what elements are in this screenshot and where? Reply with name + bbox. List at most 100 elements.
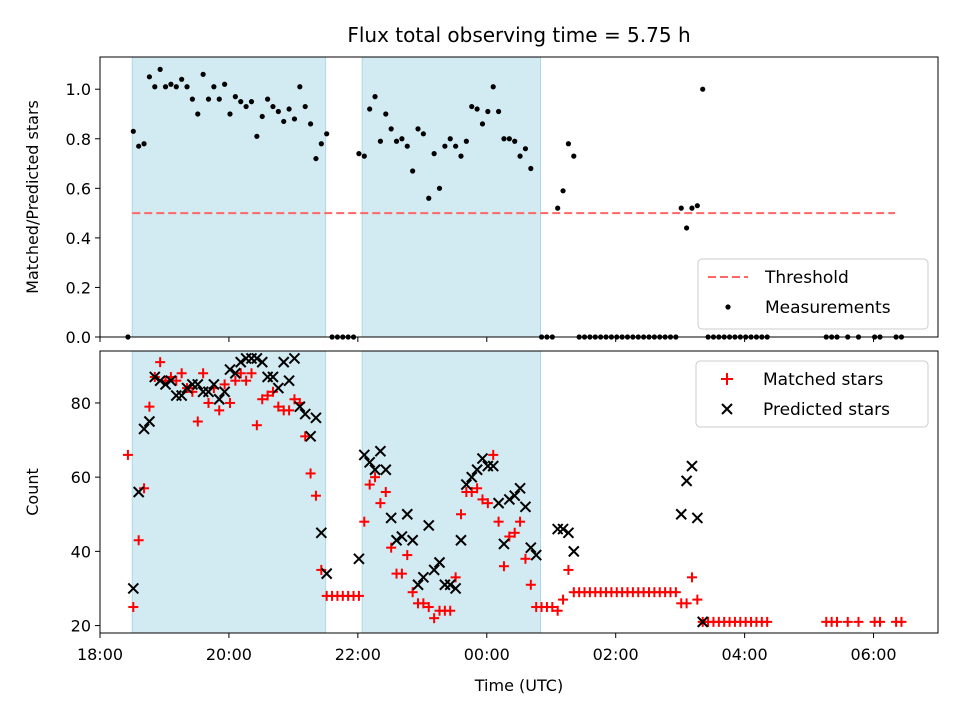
measurement-point — [474, 106, 480, 112]
legend-matched-swatch — [721, 373, 733, 385]
predicted-star-point — [283, 374, 295, 387]
measurement-point — [259, 113, 265, 120]
predicted-star-point — [149, 371, 161, 383]
predicted-star-point — [132, 486, 145, 498]
measurement-point — [146, 74, 153, 80]
predicted-star-point — [412, 579, 424, 591]
predicted-star-point — [417, 571, 430, 584]
measurement-point — [490, 84, 496, 90]
measurement-point — [393, 138, 400, 144]
measurement-point — [270, 103, 276, 110]
matched-star-point — [423, 602, 434, 613]
matched-star-point — [692, 594, 703, 605]
measurement-point — [678, 205, 684, 211]
measurement-point — [157, 66, 163, 72]
predicted-star-point — [374, 445, 387, 457]
matched-star-point — [364, 479, 375, 490]
measurement-point — [324, 131, 330, 137]
predicted-star-point — [310, 412, 322, 424]
measurement-point — [168, 81, 174, 87]
measurement-point — [200, 71, 206, 77]
predicted-star-point — [530, 549, 542, 561]
measurement-point — [555, 205, 561, 211]
measurement-point — [318, 141, 324, 147]
measurement-point — [173, 84, 179, 90]
measurement-point — [211, 84, 217, 90]
measurement-point — [415, 126, 421, 132]
y-tick-label: 0.2 — [66, 278, 91, 297]
measurement-point — [130, 128, 136, 134]
matched-star-point — [498, 561, 509, 572]
measurement-point — [442, 143, 448, 149]
predicted-star-point — [272, 382, 285, 394]
predicted-star-point — [267, 371, 279, 383]
measurement-point — [232, 94, 238, 100]
measurement-point — [410, 168, 416, 174]
measurement-point — [431, 151, 437, 157]
measurement-point — [528, 165, 534, 172]
predicted-star-point — [471, 464, 483, 476]
predicted-star-point — [680, 475, 693, 487]
predicted-star-point — [138, 423, 150, 435]
measurement-point — [281, 118, 287, 125]
predicted-star-point — [455, 534, 467, 546]
predicted-star-point — [503, 493, 516, 506]
y-tick-label: 0.6 — [66, 179, 91, 198]
measurement-point — [560, 188, 566, 194]
measurement-point — [313, 155, 319, 162]
predicted-star-point — [363, 456, 376, 469]
predicted-star-point — [353, 553, 365, 565]
predicted-star-point — [175, 389, 188, 402]
x-tick-label: 02:00 — [593, 645, 639, 664]
measurement-point — [517, 153, 523, 159]
matched-star-point — [477, 494, 488, 505]
predicted-star-point — [294, 400, 306, 413]
measurement-point — [302, 103, 308, 110]
measurement-point — [372, 94, 378, 100]
matched-star-point — [310, 490, 321, 501]
matched-star-point — [563, 564, 574, 575]
measurement-point — [436, 185, 443, 191]
matched-star-point — [198, 368, 209, 379]
predicted-star-point — [551, 523, 564, 535]
x-tick-label: 18:00 — [77, 645, 123, 664]
measurement-point — [195, 111, 201, 117]
legend-matched-label: Matched stars — [763, 370, 883, 390]
matched-star-point — [284, 405, 295, 416]
measurement-point — [291, 116, 298, 122]
predicted-star-point — [686, 460, 698, 472]
measurement-point — [453, 143, 459, 149]
measurement-point — [248, 99, 255, 105]
measurement-point — [141, 141, 147, 147]
x-tick-label: 20:00 — [206, 645, 252, 664]
predicted-star-point — [251, 352, 263, 365]
matched-star-point — [482, 498, 493, 509]
predicted-star-point — [691, 512, 704, 524]
matched-star-point — [455, 509, 466, 520]
measurement-point — [184, 84, 190, 90]
measurement-point — [377, 138, 384, 144]
predicted-star-point — [358, 449, 370, 461]
ratio-plot-frame — [99, 56, 939, 338]
ratio-y-axis-label: Matched/Predicted stars — [23, 100, 42, 294]
measurement-point — [243, 103, 249, 110]
matched-star-point — [273, 401, 284, 412]
matched-star-point — [139, 483, 150, 494]
predicted-star-point — [557, 523, 569, 535]
predicted-star-point — [159, 378, 172, 391]
x-tick-label: 06:00 — [850, 645, 896, 664]
measurement-point — [420, 131, 426, 137]
measurement-point — [189, 96, 195, 102]
predicted-star-point — [428, 564, 440, 576]
x-tick-label: 00:00 — [464, 645, 510, 664]
predicted-star-point — [143, 415, 156, 428]
predicted-star-point — [213, 393, 225, 405]
matched-star-point — [472, 483, 483, 494]
y-tick-label: 60 — [71, 468, 91, 487]
measurement-point — [297, 84, 303, 90]
measurement-point — [227, 111, 233, 117]
predicted-star-point — [235, 356, 247, 368]
predicted-star-point — [380, 464, 392, 476]
measurement-point — [367, 106, 373, 112]
ratio-panel: 0.0 0.2 0.4 0.6 0.8 1.0 Matched/Predicted sta… — [23, 56, 939, 347]
